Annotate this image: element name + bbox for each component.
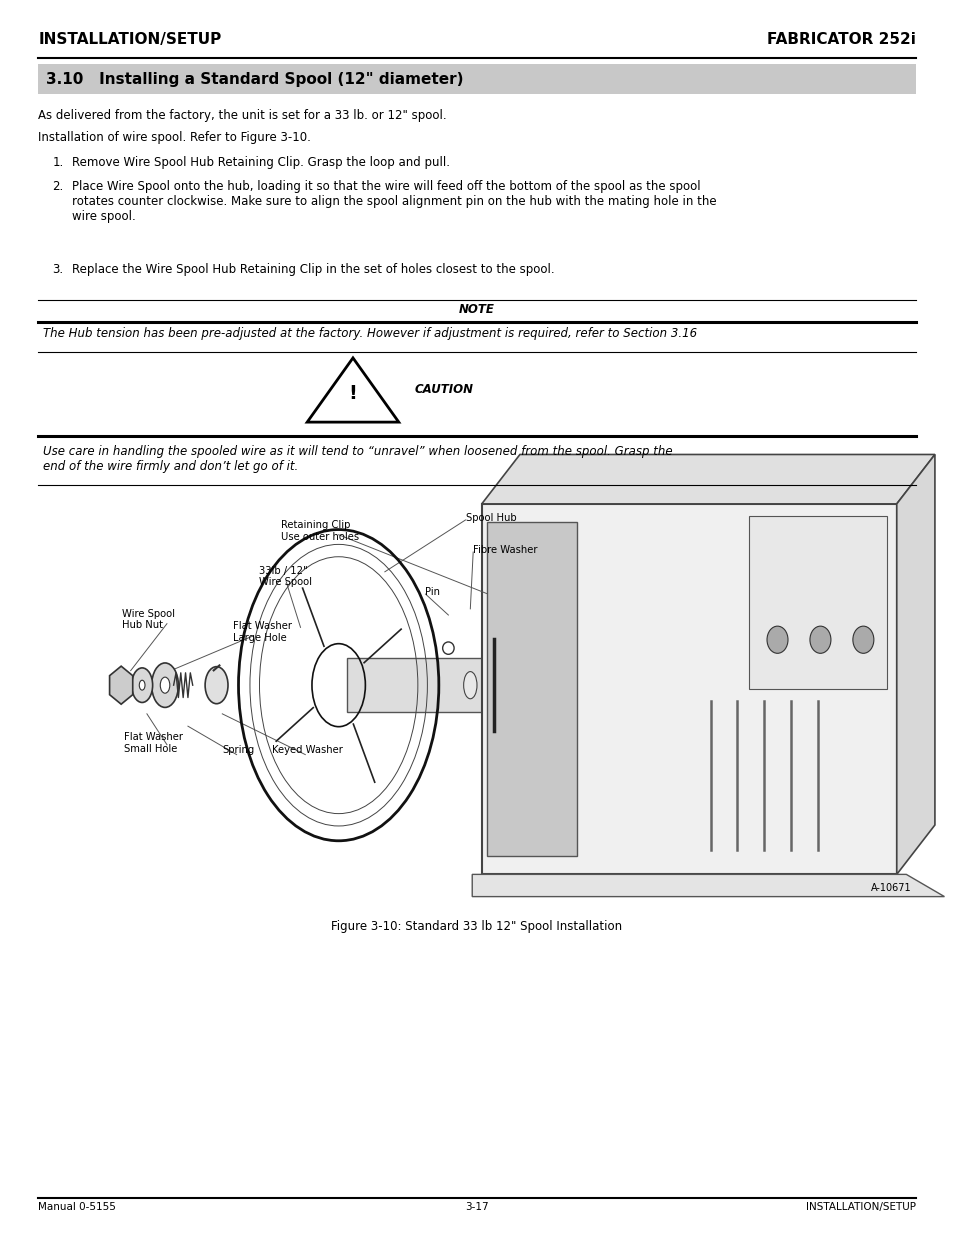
Text: Keyed Washer: Keyed Washer xyxy=(272,745,342,755)
FancyBboxPatch shape xyxy=(486,522,577,856)
Text: 3.10   Installing a Standard Spool (12" diameter): 3.10 Installing a Standard Spool (12" di… xyxy=(46,72,463,86)
Text: Wire Spool
Hub Nut: Wire Spool Hub Nut xyxy=(122,609,175,630)
Text: Flat Washer
Small Hole: Flat Washer Small Hole xyxy=(124,732,183,753)
Ellipse shape xyxy=(152,663,178,708)
Text: Flat Washer
Large Hole: Flat Washer Large Hole xyxy=(233,621,292,642)
Text: NOTE: NOTE xyxy=(458,303,495,316)
Text: Remove Wire Spool Hub Retaining Clip. Grasp the loop and pull.: Remove Wire Spool Hub Retaining Clip. Gr… xyxy=(71,156,449,169)
Text: Replace the Wire Spool Hub Retaining Clip in the set of holes closest to the spo: Replace the Wire Spool Hub Retaining Cli… xyxy=(71,263,554,277)
Text: !: ! xyxy=(348,384,357,404)
Text: 2.: 2. xyxy=(52,180,64,194)
Ellipse shape xyxy=(132,668,152,703)
Text: Fibre Washer: Fibre Washer xyxy=(473,545,537,555)
Polygon shape xyxy=(896,454,934,874)
Text: 3-17: 3-17 xyxy=(465,1202,488,1212)
FancyBboxPatch shape xyxy=(346,658,486,713)
Polygon shape xyxy=(472,874,943,897)
FancyBboxPatch shape xyxy=(481,504,896,874)
Ellipse shape xyxy=(766,626,787,653)
Text: 33lb / 12"
Wire Spool: 33lb / 12" Wire Spool xyxy=(259,566,313,587)
Text: INSTALLATION/SETUP: INSTALLATION/SETUP xyxy=(805,1202,915,1212)
Ellipse shape xyxy=(852,626,873,653)
FancyBboxPatch shape xyxy=(38,64,915,94)
Text: A-10671: A-10671 xyxy=(869,883,910,893)
Text: Manual 0-5155: Manual 0-5155 xyxy=(38,1202,116,1212)
Text: Spring: Spring xyxy=(222,745,254,755)
Text: Spool Hub: Spool Hub xyxy=(465,513,516,522)
Text: INSTALLATION/SETUP: INSTALLATION/SETUP xyxy=(38,32,221,47)
Ellipse shape xyxy=(205,667,228,704)
Ellipse shape xyxy=(463,672,476,699)
Text: FABRICATOR 252i: FABRICATOR 252i xyxy=(766,32,915,47)
Text: Pin: Pin xyxy=(425,587,440,597)
Text: CAUTION: CAUTION xyxy=(415,383,474,395)
Text: As delivered from the factory, the unit is set for a 33 lb. or 12" spool.: As delivered from the factory, the unit … xyxy=(38,109,446,122)
Ellipse shape xyxy=(809,626,830,653)
Text: 3.: 3. xyxy=(52,263,64,277)
Text: 1.: 1. xyxy=(52,156,64,169)
Text: Figure 3-10: Standard 33 lb 12" Spool Installation: Figure 3-10: Standard 33 lb 12" Spool In… xyxy=(331,920,622,934)
Polygon shape xyxy=(307,358,398,422)
Ellipse shape xyxy=(160,677,170,693)
Polygon shape xyxy=(481,454,934,504)
Text: The Hub tension has been pre-adjusted at the factory. However if adjustment is r: The Hub tension has been pre-adjusted at… xyxy=(43,327,697,341)
Ellipse shape xyxy=(139,680,145,690)
Text: Place Wire Spool onto the hub, loading it so that the wire will feed off the bot: Place Wire Spool onto the hub, loading i… xyxy=(71,180,716,224)
Text: Retaining Clip
Use outer holes: Retaining Clip Use outer holes xyxy=(281,520,359,541)
Text: Installation of wire spool. Refer to Figure 3-10.: Installation of wire spool. Refer to Fig… xyxy=(38,131,311,144)
Polygon shape xyxy=(110,666,132,704)
Text: Use care in handling the spooled wire as it will tend to “unravel” when loosened: Use care in handling the spooled wire as… xyxy=(43,445,672,473)
FancyBboxPatch shape xyxy=(748,516,886,689)
